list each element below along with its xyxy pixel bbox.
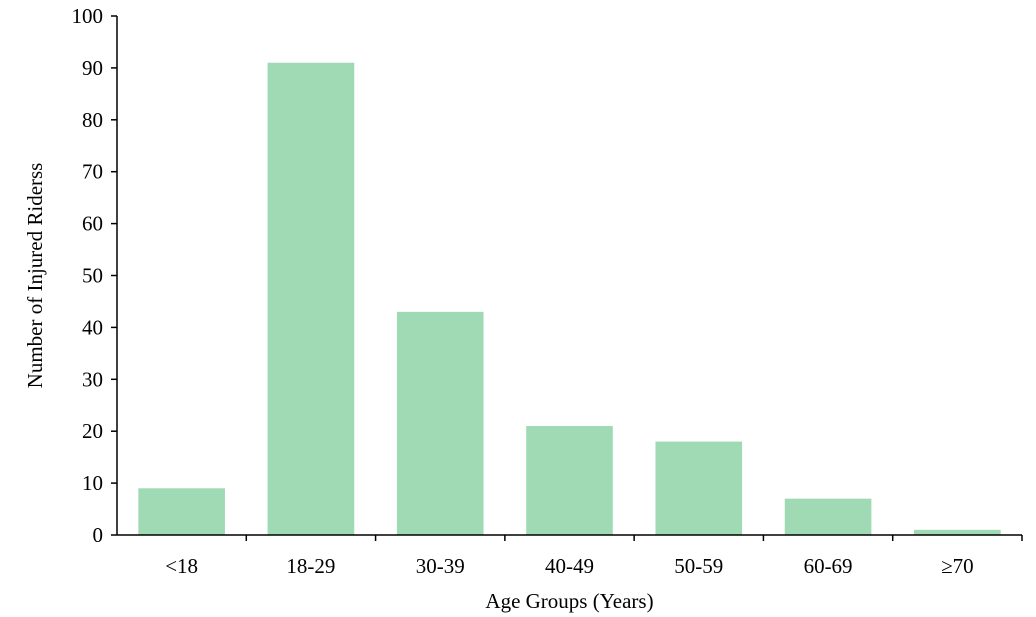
bar-0 <box>138 488 225 535</box>
y-tick-label: 0 <box>93 523 104 547</box>
y-tick-label: 20 <box>82 419 103 443</box>
x-tick-label: 30-39 <box>416 554 465 578</box>
bar-3 <box>526 426 613 535</box>
y-axis-ticks: 0 10 20 30 40 50 60 70 80 90 100 <box>72 4 117 547</box>
y-tick-label: 80 <box>82 108 103 132</box>
x-axis-ticks: <18 18-29 30-39 40-49 50-59 60-69 ≥70 <box>165 535 1023 578</box>
y-tick-label: 40 <box>82 315 103 339</box>
y-tick-label: 100 <box>72 4 104 28</box>
y-tick-label: 60 <box>82 212 103 236</box>
x-tick-label: 50-59 <box>674 554 723 578</box>
bar-1 <box>267 62 355 536</box>
y-tick-label: 10 <box>82 471 103 495</box>
y-axis-title: Number of Injured Riderss <box>23 163 47 389</box>
y-tick-label: 50 <box>82 264 103 288</box>
x-tick-label: 40-49 <box>545 554 594 578</box>
y-tick-label: 70 <box>82 160 103 184</box>
x-tick-label: 18-29 <box>286 554 335 578</box>
y-tick-label: 30 <box>82 367 103 391</box>
x-tick-label: 60-69 <box>804 554 853 578</box>
x-tick-label: <18 <box>165 554 198 578</box>
bar-5 <box>784 498 872 535</box>
bar-4 <box>655 441 743 535</box>
y-tick-label: 90 <box>82 56 103 80</box>
bar-6 <box>914 529 1001 535</box>
bar-2 <box>396 311 484 535</box>
bars <box>138 62 1001 536</box>
x-axis-title: Age Groups (Years) <box>485 589 653 613</box>
x-tick-label: ≥70 <box>941 554 974 578</box>
